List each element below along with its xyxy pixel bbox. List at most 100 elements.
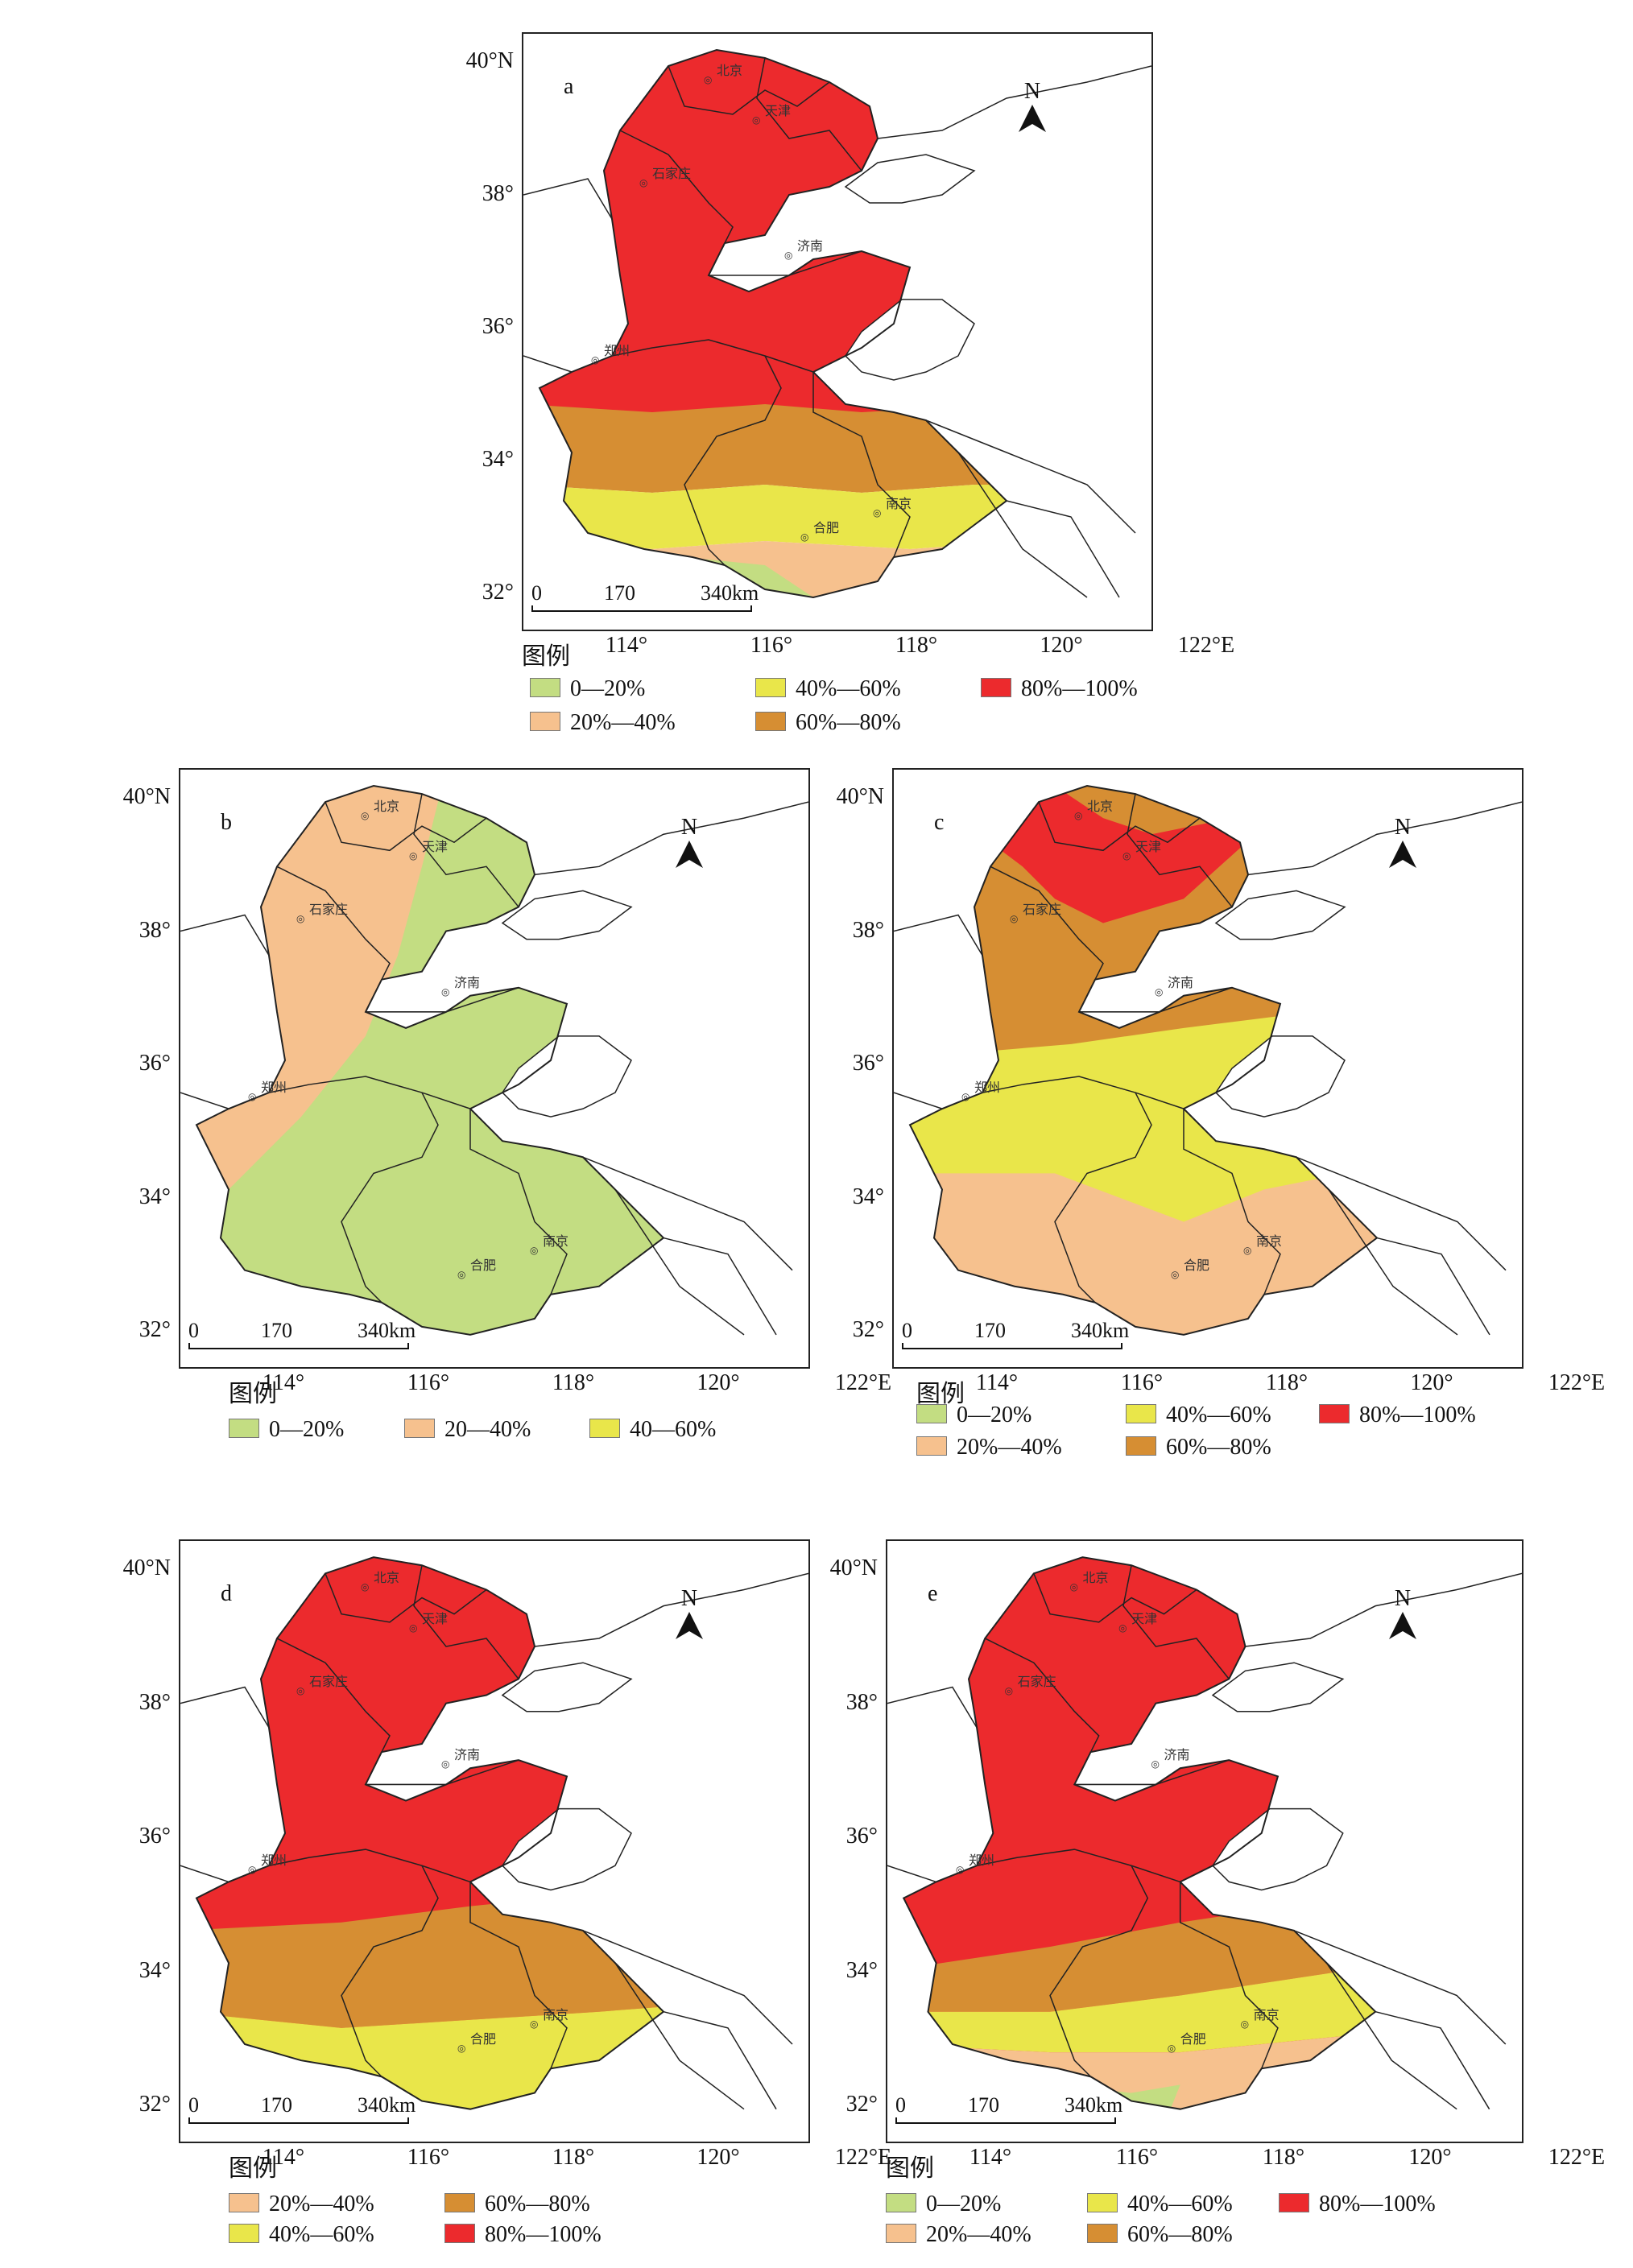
legend-swatch [916, 1404, 947, 1423]
legend-label: 80%—100% [1021, 676, 1138, 701]
province-border [1179, 1882, 1279, 2069]
north-label: N [680, 815, 698, 840]
scale-label-end: 340km [1065, 2093, 1123, 2117]
legend-item: 20%—40% [916, 1435, 1062, 1460]
legend-item: 40—60% [589, 1417, 716, 1443]
legend-item: 0—20% [916, 1403, 1031, 1428]
lon-label: 122°E [834, 2145, 892, 2170]
legend-item: 0—20% [530, 676, 645, 702]
city-label-jinan: 济南 [441, 972, 480, 998]
region-outline [908, 785, 1379, 1336]
zone-0-20-b [196, 786, 664, 1335]
legend-title: 图例 [229, 1380, 277, 1408]
lon-label: 114° [262, 2145, 305, 2170]
city-label-shijiazhuang: 石家庄 [1005, 1671, 1056, 1696]
legend-item: 20%—40% [886, 2222, 1031, 2248]
lon-label: 116° [407, 1370, 450, 1395]
city-label-zhengzhou: 郑州 [248, 1849, 287, 1875]
province-border [469, 1882, 568, 2069]
map-panel-e: e N 北京天津石家庄济南郑州合肥 南京 0 170 340km [886, 1539, 1523, 2143]
city-label-zhengzhou: 郑州 [248, 1076, 287, 1102]
panel-letter: c [934, 810, 945, 835]
scale-line [531, 605, 752, 612]
bohai-water [1211, 1662, 1345, 1712]
bay-water [1215, 1035, 1346, 1117]
scale-line [188, 1343, 409, 1349]
legend-swatch [1279, 2193, 1309, 2212]
panel-letter: a [564, 74, 574, 99]
city-label-shijiazhuang: 石家庄 [296, 899, 348, 924]
panel-letter: b [221, 810, 232, 835]
lat-label: 32° [845, 2092, 878, 2117]
city-label-tianjin: 天津 [409, 836, 448, 861]
legend-label: 60%—80% [485, 2192, 590, 2216]
legend-title: 图例 [916, 1380, 965, 1408]
legend-item: 80%—100% [1319, 1403, 1476, 1428]
scale-bar: 0 170 340km [902, 1319, 1143, 1351]
lat-label: 34° [482, 447, 514, 472]
province-border [1296, 1156, 1507, 1271]
city-label-tianjin: 天津 [1122, 836, 1161, 861]
lon-label: 122°E [1548, 1370, 1606, 1395]
province-border [614, 1962, 745, 2110]
province-border [894, 914, 983, 956]
legend-item: 60%—80% [1087, 2222, 1233, 2248]
lat-label: 40°N [122, 784, 171, 809]
city-label-beijing: 北京 [1069, 1567, 1108, 1593]
legend-item: 0—20% [886, 2192, 1001, 2217]
legend-swatch [229, 2193, 259, 2212]
province-border [341, 1092, 439, 1303]
map-canvas-a [523, 48, 1151, 599]
scale-label-end: 340km [358, 1319, 416, 1342]
legend-swatch [1319, 1404, 1350, 1423]
scale-label-end: 340km [1071, 1319, 1130, 1342]
city-label-jinan: 济南 [1155, 972, 1193, 998]
lat-label: 32° [482, 580, 514, 605]
legend-label: 0—20% [269, 1417, 345, 1442]
city-label-hefei: 合肥 [457, 2028, 496, 2054]
scale-label-zero: 0 [188, 1319, 199, 1342]
legend-item: 0—20% [229, 1417, 344, 1443]
lon-label: 122°E [834, 1370, 892, 1395]
lat-label: 38° [482, 181, 514, 206]
province-border [325, 1573, 487, 1623]
province-border [582, 1930, 793, 2045]
region-outline [195, 1556, 665, 2110]
scale-label-zero: 0 [902, 1319, 912, 1342]
legend-swatch [444, 2224, 475, 2243]
legend-swatch [755, 712, 786, 731]
region-outline [195, 785, 665, 1336]
panel-letter: e [928, 1581, 938, 1606]
province-border [469, 1109, 568, 1295]
legend-label: 0—20% [926, 2192, 1002, 2216]
city-label-jinan: 济南 [1151, 1744, 1189, 1770]
bohai-water [501, 1662, 633, 1712]
map-panel-c: c N 北京天津石家庄济南郑州合肥 南京 0 170 340km [892, 768, 1523, 1369]
legend-item: 60%—80% [1126, 1435, 1271, 1460]
legend-label: 20%—40% [957, 1435, 1062, 1460]
lon-label: 118° [552, 2145, 595, 2170]
legend-swatch [886, 2193, 916, 2212]
province-border [1183, 1109, 1281, 1295]
lat-label: 34° [852, 1184, 884, 1209]
legend-label: 80%—100% [485, 2222, 602, 2247]
province-border [982, 1076, 1184, 1109]
province-border [894, 1092, 943, 1109]
lat-label: 34° [845, 1957, 878, 1983]
province-border [582, 1156, 793, 1271]
legend-swatch [530, 678, 560, 697]
lon-label: 114° [262, 1370, 305, 1395]
legend-label: 20%—40% [570, 710, 676, 735]
legend-label: 40%—60% [269, 2222, 374, 2247]
lat-label: 36° [138, 1051, 171, 1076]
map-canvas-d [180, 1556, 808, 2110]
zone-60-80-a [540, 404, 1007, 493]
north-arrow-icon: N [1016, 79, 1048, 136]
lat-label: 38° [845, 1689, 878, 1715]
scale-bar: 0 170 340km [895, 2093, 1137, 2125]
city-label-tianjin: 天津 [752, 100, 791, 126]
city-label-beijing: 北京 [704, 60, 742, 85]
legend-label: 40%—60% [1127, 2192, 1233, 2216]
province-border [611, 339, 814, 373]
city-label-shijiazhuang: 石家庄 [639, 163, 691, 188]
